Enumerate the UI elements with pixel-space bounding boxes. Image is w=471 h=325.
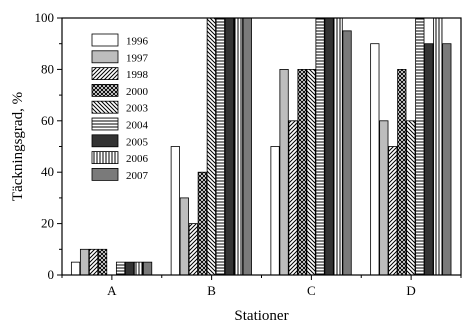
bar-b-2005 bbox=[224, 17, 234, 276]
bar-d-1997 bbox=[379, 120, 389, 276]
bar-c-2006 bbox=[333, 17, 343, 276]
bar-b-2003 bbox=[206, 17, 216, 276]
bar-c-2003 bbox=[306, 69, 316, 276]
bar-b-1997 bbox=[179, 197, 189, 276]
bar-b-2004 bbox=[215, 17, 225, 276]
legend-swatch-2000 bbox=[91, 84, 119, 97]
legend-swatch-1996 bbox=[91, 33, 119, 47]
bar-a-1996 bbox=[70, 261, 81, 276]
y-tick-label: 40 bbox=[41, 164, 54, 179]
x-axis-title: Stationer bbox=[234, 308, 288, 324]
y-tick-label: 100 bbox=[35, 10, 55, 25]
legend-swatch-2007 bbox=[91, 167, 119, 181]
bar-c-1997 bbox=[279, 69, 289, 276]
bar-b-2007 bbox=[242, 17, 252, 276]
bar-d-2003 bbox=[406, 120, 416, 276]
legend-label-1997: 1997 bbox=[126, 52, 149, 64]
bar-c-2000 bbox=[297, 69, 307, 276]
y-tick-label: 60 bbox=[41, 113, 54, 128]
ticks: 0 20 40 60 80 100 A B C D bbox=[35, 10, 462, 298]
bar-c-1996 bbox=[270, 146, 280, 276]
y-axis-title: Täckningsgrad, % bbox=[10, 92, 26, 201]
bar-a-2005 bbox=[124, 261, 135, 276]
bar-a-2006 bbox=[133, 261, 144, 276]
legend-swatch-1997 bbox=[91, 50, 119, 64]
bar-d-2004 bbox=[415, 17, 425, 276]
legend-label-2000: 2000 bbox=[126, 86, 149, 98]
legend-label-2003: 2003 bbox=[126, 103, 149, 115]
x-tick-label-c: C bbox=[307, 283, 316, 298]
bar-d-1996 bbox=[370, 43, 380, 276]
y-tick-label: 80 bbox=[41, 61, 54, 76]
bar-c-1998 bbox=[288, 120, 298, 276]
legend-label-1996: 1996 bbox=[126, 36, 149, 48]
x-tick-label-b: B bbox=[207, 283, 216, 298]
legend-swatch-2004 bbox=[91, 117, 119, 131]
legend-label-2007: 2007 bbox=[126, 170, 149, 182]
bar-b-1996 bbox=[170, 146, 180, 276]
legend: 1996 1997 1998 2000 2003 2004 2005 2006 2007 bbox=[91, 33, 149, 182]
bar-c-2007 bbox=[342, 30, 352, 276]
legend-label-1998: 1998 bbox=[126, 69, 149, 81]
bar-a-1997 bbox=[79, 248, 90, 276]
legend-label-2004: 2004 bbox=[126, 120, 149, 132]
legend-label-2005: 2005 bbox=[126, 136, 149, 148]
bar-b-2006 bbox=[233, 17, 243, 276]
bar-c-2005 bbox=[324, 17, 334, 276]
legend-swatch-2003 bbox=[91, 100, 119, 114]
bar-a-1998 bbox=[88, 248, 99, 276]
bar-d-2006 bbox=[433, 17, 443, 276]
y-tick-label: 0 bbox=[48, 267, 55, 282]
bar-b-1998 bbox=[188, 223, 198, 276]
bar-a-2000 bbox=[97, 248, 108, 276]
bar-c-2004 bbox=[315, 17, 325, 276]
bar-a-2007 bbox=[142, 261, 153, 276]
bar-d-2007 bbox=[442, 43, 452, 276]
y-tick-label: 20 bbox=[41, 216, 54, 231]
legend-swatch-2006 bbox=[91, 151, 119, 165]
bar-b-2000 bbox=[197, 171, 207, 276]
bar-a-2004 bbox=[115, 261, 126, 276]
bar-d-1998 bbox=[388, 146, 398, 276]
legend-label-2006: 2006 bbox=[126, 153, 149, 165]
legend-swatch-2005 bbox=[91, 134, 119, 148]
x-tick-label-d: D bbox=[406, 283, 415, 298]
legend-swatch-1998 bbox=[91, 67, 119, 80]
bar-d-2005 bbox=[424, 43, 434, 276]
bar-d-2000 bbox=[397, 69, 407, 276]
x-tick-label-a: A bbox=[107, 283, 117, 298]
